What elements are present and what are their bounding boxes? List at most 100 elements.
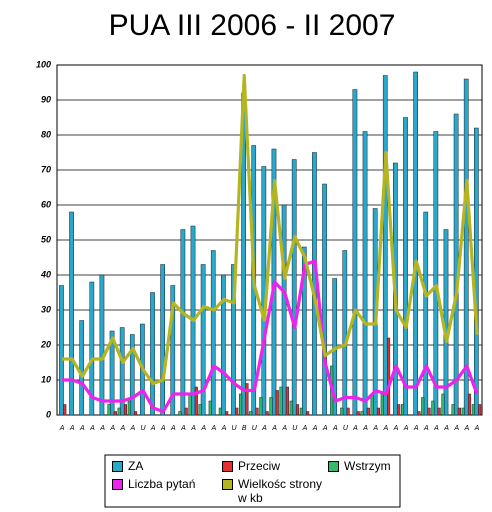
bar xyxy=(79,320,85,416)
x-tick-label: A xyxy=(362,425,368,432)
x-tick-label: A xyxy=(79,425,85,432)
bar xyxy=(382,75,388,416)
x-tick-label: A xyxy=(383,425,389,432)
x-tick-label: A xyxy=(393,425,399,432)
bar xyxy=(299,407,303,416)
x-tick-label: A xyxy=(453,425,459,432)
legend-swatch xyxy=(328,461,339,472)
x-tick-label: A xyxy=(443,425,449,432)
bar xyxy=(180,229,186,416)
x-tick-label: U xyxy=(140,425,146,432)
bar xyxy=(467,393,472,416)
y-tick-label: 40 xyxy=(40,269,51,279)
bar xyxy=(123,404,128,416)
chart-title: PUA III 2006 - II 2007 xyxy=(109,9,396,42)
x-tick-label: A xyxy=(170,425,176,432)
bar xyxy=(239,393,243,416)
x-tick-label: A xyxy=(200,425,206,432)
y-tick-label: 70 xyxy=(41,164,51,174)
x-tick-label: A xyxy=(89,425,95,432)
bar xyxy=(376,407,380,416)
x-tick-label: A xyxy=(433,425,439,432)
x-tick-label: A xyxy=(59,425,65,432)
y-tick-label: 0 xyxy=(46,409,51,419)
bar xyxy=(218,407,222,416)
bar xyxy=(437,407,441,416)
x-tick-label: A xyxy=(474,425,480,432)
legend-item: Przeciw xyxy=(222,459,332,473)
bar xyxy=(356,411,360,416)
bar xyxy=(107,404,111,416)
bar xyxy=(453,113,459,416)
bar xyxy=(451,404,455,416)
bar xyxy=(360,411,364,416)
x-tick-label: A xyxy=(302,425,308,432)
bar xyxy=(417,411,421,416)
bar xyxy=(59,285,64,416)
bar xyxy=(478,404,482,416)
bar xyxy=(441,393,445,416)
legend-item: Wstrzym xyxy=(328,459,438,473)
bar xyxy=(380,393,384,416)
x-tick-label: A xyxy=(403,425,409,432)
legend-item: Wielkośc strony w kb xyxy=(222,477,332,505)
bar xyxy=(291,159,297,416)
legend-item: Liczba pytań xyxy=(112,477,222,491)
x-tick-label: A xyxy=(281,425,287,432)
bar xyxy=(366,407,370,416)
bar xyxy=(413,71,418,416)
bar xyxy=(285,386,289,416)
bar xyxy=(225,411,229,416)
bar xyxy=(423,211,429,416)
bar xyxy=(231,264,236,416)
x-tick-label: A xyxy=(413,425,419,432)
x-tick-label: A xyxy=(423,425,429,432)
bar xyxy=(301,246,307,416)
bar xyxy=(63,404,67,416)
bar xyxy=(289,400,293,416)
bar xyxy=(352,89,358,416)
bar xyxy=(461,407,465,416)
bar xyxy=(471,404,475,416)
bar xyxy=(400,404,405,416)
y-tick-label: 50 xyxy=(41,234,51,244)
bar xyxy=(265,411,269,416)
bar xyxy=(69,211,74,416)
bar xyxy=(340,407,344,416)
bar xyxy=(210,250,216,416)
x-tick-label: A xyxy=(332,425,338,432)
y-tick-label: 20 xyxy=(40,339,51,349)
bar xyxy=(117,407,121,416)
bar xyxy=(322,183,327,416)
x-tick-label: A xyxy=(160,425,166,432)
bar xyxy=(200,264,206,416)
x-tick-label: U xyxy=(252,425,258,432)
x-tick-label: A xyxy=(150,425,156,432)
legend-item: ZA xyxy=(112,459,222,473)
bar xyxy=(127,400,131,416)
legend-label: Przeciw xyxy=(238,459,281,473)
bar xyxy=(259,397,263,416)
x-tick-label: A xyxy=(130,425,136,432)
bar xyxy=(208,400,212,416)
x-tick-label: A xyxy=(463,425,469,432)
bar xyxy=(387,337,391,416)
y-tick-label: 100 xyxy=(36,59,51,69)
x-tick-label: B xyxy=(242,425,247,432)
legend-swatch xyxy=(112,479,123,490)
bar xyxy=(178,411,182,416)
bar xyxy=(431,400,435,416)
x-tick-label: A xyxy=(190,425,196,432)
bar xyxy=(269,397,273,416)
legend-label: ZA xyxy=(128,459,144,473)
legend-swatch xyxy=(222,479,233,490)
y-tick-label: 10 xyxy=(41,374,51,384)
x-tick-label: A xyxy=(271,425,277,432)
bar xyxy=(397,404,401,416)
bar xyxy=(109,330,115,416)
x-tick-label: A xyxy=(352,425,358,432)
x-tick-label: U xyxy=(292,425,298,432)
bar xyxy=(134,411,138,416)
